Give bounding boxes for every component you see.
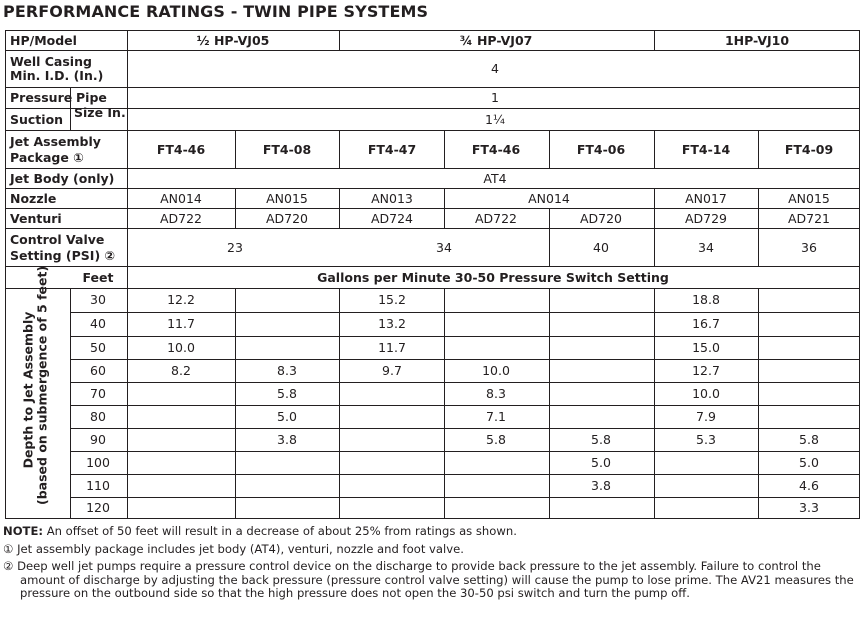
venturi-value: AD724: [370, 211, 414, 226]
venturi-value: AD729: [684, 211, 728, 226]
page-title: PERFORMANCE RATINGS - TWIN PIPE SYSTEMS: [3, 2, 429, 21]
jet-package-value: FT4-09: [784, 142, 834, 157]
jet-body-value: AT4: [483, 171, 507, 186]
jet-package-value: FT4-46: [471, 142, 521, 157]
gpm-value-cell: 7.9: [696, 409, 716, 424]
gpm-value-cell: 5.8: [486, 432, 506, 447]
depth-feet-value: 50: [90, 340, 106, 355]
venturi-value: AD720: [265, 211, 309, 226]
pipe-size-label-line2: Size In.: [74, 105, 126, 120]
gpm-value-cell: 10.0: [482, 363, 510, 378]
casing-label-line2: Min. I.D. (In.): [10, 68, 104, 83]
jet-body-label: Jet Body (only): [10, 171, 115, 186]
suction-label: Suction: [10, 112, 64, 127]
jet-package-value: FT4-47: [367, 142, 417, 157]
note-label: NOTE:: [3, 524, 44, 538]
depth-feet-value: 40: [90, 316, 106, 331]
gpm-value-cell: 15.2: [378, 292, 406, 307]
nozzle-value: AN017: [685, 191, 727, 206]
note-text: An offset of 50 feet will result in a de…: [43, 524, 517, 538]
gpm-value-cell: 5.8: [591, 432, 611, 447]
gpm-value-cell: 18.8: [692, 292, 720, 307]
pressure-value: 1: [491, 90, 499, 105]
model-header-vj10: 1HP-VJ10: [724, 33, 790, 48]
control-valve-label-line2: Setting (PSI) ②: [10, 248, 116, 263]
model-header-vj05: ½ HP-VJ05: [196, 33, 270, 48]
jet-package-value: FT4-46: [156, 142, 206, 157]
control-valve-value: 36: [801, 240, 817, 255]
control-valve-value: 23: [227, 240, 243, 255]
gpm-value-cell: 7.1: [486, 409, 506, 424]
depth-feet-value: 110: [86, 478, 110, 493]
depth-label-line1: Depth to Jet Assembly: [20, 311, 36, 469]
depth-label-line2: (based on submergence of 5 feet): [35, 265, 50, 505]
depth-feet-value: 30: [90, 292, 106, 307]
gpm-value-cell: 3.8: [591, 478, 611, 493]
depth-axis-label: Depth to Jet Assembly (based on submerge…: [20, 265, 51, 505]
gpm-value-cell: 5.3: [696, 432, 716, 447]
gpm-value-cell: 13.2: [378, 316, 406, 331]
venturi-label: Venturi: [10, 211, 62, 226]
jet-package-value: FT4-14: [681, 142, 731, 157]
gpm-value-cell: 8.3: [486, 386, 506, 401]
depth-feet-value: 100: [86, 455, 110, 470]
jet-package-label-line1: Jet Assembly: [10, 134, 101, 149]
venturi-value: AD720: [579, 211, 623, 226]
gpm-value-cell: 8.3: [277, 363, 297, 378]
pipe-size-label-line1: Pipe: [76, 90, 107, 105]
gpm-value-cell: 4.6: [799, 478, 819, 493]
notes-section: NOTE: An offset of 50 feet will result i…: [3, 524, 861, 605]
gpm-value-cell: 5.8: [277, 386, 297, 401]
depth-feet-value: 60: [90, 363, 106, 378]
nozzle-value: AN014: [160, 191, 202, 206]
footnote-1: ① Jet assembly package includes jet body…: [3, 541, 464, 556]
gpm-header: Gallons per Minute 30-50 Pressure Switch…: [317, 270, 669, 285]
gpm-value-cell: 10.0: [167, 340, 195, 355]
gpm-value-cell: 12.7: [692, 363, 720, 378]
gpm-value-cell: 12.2: [167, 292, 195, 307]
note-offset: NOTE: An offset of 50 feet will result i…: [3, 524, 861, 539]
gpm-value-cell: 9.7: [382, 363, 402, 378]
control-valve-value: 34: [436, 240, 452, 255]
gpm-value-cell: 3.8: [277, 432, 297, 447]
nozzle-value: AN015: [266, 191, 308, 206]
gpm-value-cell: 15.0: [692, 340, 720, 355]
casing-label-line1: Well Casing: [10, 54, 92, 69]
control-valve-label-line1: Control Valve: [10, 232, 105, 247]
suction-value: 1¼: [484, 112, 506, 127]
nozzle-value: AN015: [788, 191, 830, 206]
gpm-value-cell: 5.0: [277, 409, 297, 424]
gpm-value-cell: 5.0: [591, 455, 611, 470]
depth-feet-value: 70: [90, 386, 106, 401]
gpm-value-cell: 11.7: [378, 340, 406, 355]
control-valve-value: 40: [593, 240, 609, 255]
venturi-value: AD721: [787, 211, 831, 226]
gpm-value-cell: 3.3: [799, 500, 819, 515]
footnote-2: ② Deep well jet pumps require a pressure…: [3, 559, 854, 601]
control-valve-value: 34: [698, 240, 714, 255]
depth-feet-value: 90: [90, 432, 106, 447]
venturi-value: AD722: [159, 211, 203, 226]
nozzle-value: AN013: [371, 191, 413, 206]
nozzle-label: Nozzle: [10, 191, 57, 206]
depth-feet-value: 80: [90, 409, 106, 424]
jet-package-value: FT4-06: [576, 142, 626, 157]
gpm-value-cell: 5.8: [799, 432, 819, 447]
model-header-vj07: ¾ HP-VJ07: [459, 33, 533, 48]
jet-package-label-line2: Package ①: [10, 150, 84, 165]
gpm-value-cell: 11.7: [167, 316, 195, 331]
jet-package-value: FT4-08: [262, 142, 312, 157]
nozzle-value: AN014: [528, 191, 570, 206]
table-grid: [5, 30, 860, 519]
gpm-value-cell: 16.7: [692, 316, 720, 331]
model-header-label: HP/Model: [10, 33, 77, 48]
casing-value: 4: [491, 61, 499, 76]
gpm-value-cell: 8.2: [171, 363, 191, 378]
depth-feet-value: 120: [86, 500, 110, 515]
pressure-label: Pressure: [10, 90, 73, 105]
gpm-value-cell: 10.0: [692, 386, 720, 401]
feet-header: Feet: [82, 270, 114, 285]
gpm-value-cell: 5.0: [799, 455, 819, 470]
venturi-value: AD722: [474, 211, 518, 226]
